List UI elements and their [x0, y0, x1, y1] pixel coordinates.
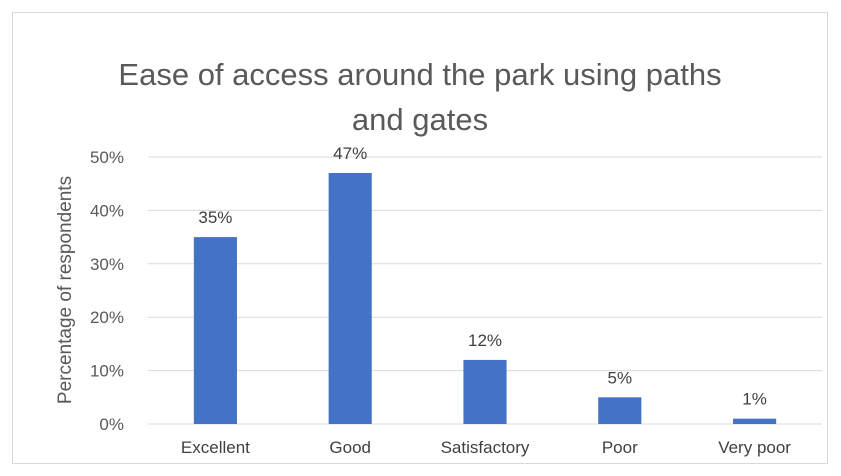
- bars: [193, 173, 777, 424]
- category-label: Excellent: [181, 438, 250, 457]
- bar-poor: [598, 397, 642, 424]
- y-tick-label: 50%: [90, 148, 124, 167]
- bar-satisfactory: [463, 359, 507, 424]
- category-label: Very poor: [718, 438, 791, 457]
- data-labels: 35% 47% 12% 5% 1%: [198, 144, 767, 409]
- y-tick-label: 20%: [90, 308, 124, 327]
- y-tick-label: 0%: [99, 415, 124, 434]
- y-tick-labels: 0% 10% 20% 30% 40% 50%: [90, 148, 124, 434]
- y-axis-label: Percentage of respondents: [55, 176, 76, 404]
- data-label: 35%: [198, 208, 232, 227]
- category-label: Satisfactory: [441, 438, 530, 457]
- y-tick-label: 10%: [90, 362, 124, 381]
- gridlines: [148, 156, 822, 425]
- data-label: 12%: [468, 331, 502, 350]
- bar-good: [328, 173, 372, 424]
- chart-title-line-1: Ease of access around the park using pat…: [118, 57, 721, 92]
- y-tick-label: 40%: [90, 201, 124, 220]
- category-labels: Excellent Good Satisfactory Poor Very poor: [181, 438, 791, 457]
- category-label: Good: [329, 438, 371, 457]
- category-label: Poor: [602, 438, 638, 457]
- bar-excellent: [193, 237, 237, 424]
- y-tick-label: 30%: [90, 255, 124, 274]
- chart-frame: [12, 12, 828, 464]
- data-label: 5%: [608, 368, 633, 387]
- data-label: 1%: [742, 390, 767, 409]
- chart-title-line-2: and gates: [352, 102, 488, 137]
- data-label: 47%: [333, 144, 367, 163]
- bar-very-poor: [733, 418, 777, 424]
